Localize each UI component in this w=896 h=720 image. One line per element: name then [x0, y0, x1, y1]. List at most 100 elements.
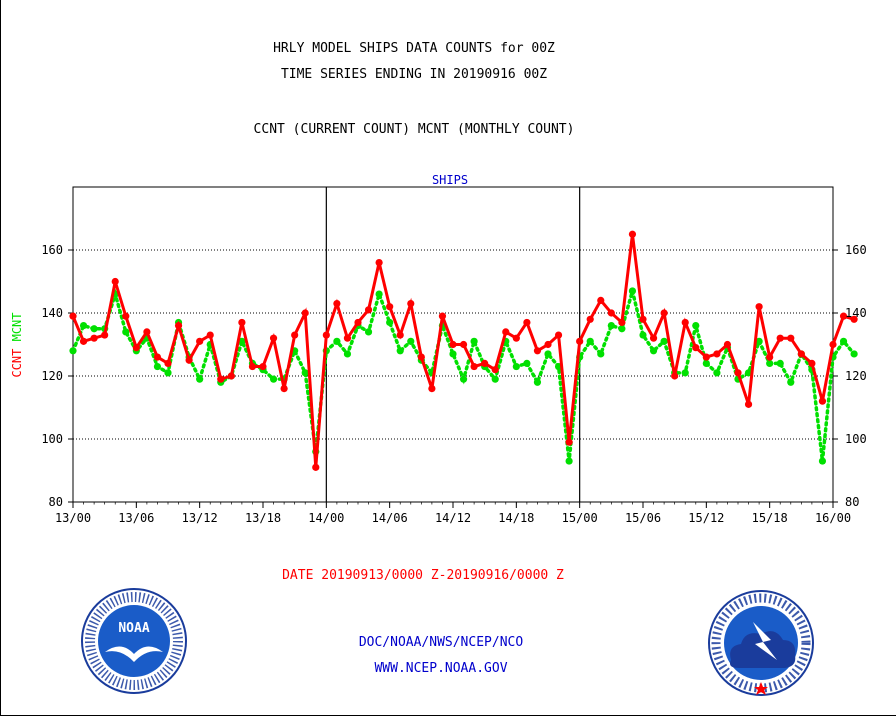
x-tick-label: 15/12	[688, 511, 724, 525]
data-point-ccnt	[597, 296, 605, 304]
x-tick-label: 13/18	[245, 511, 281, 525]
data-point-mcnt	[787, 378, 795, 386]
data-point-ccnt	[533, 347, 542, 355]
data-point-ccnt	[649, 334, 658, 342]
data-point-mcnt	[301, 369, 309, 377]
x-tick-label: 15/18	[752, 511, 788, 525]
series-layer	[69, 230, 858, 471]
x-tick-label: 15/00	[562, 511, 598, 525]
data-point-ccnt	[586, 315, 594, 323]
data-point-ccnt	[343, 334, 352, 342]
header-title: HRLY MODEL SHIPS DATA COUNTS for 00Z	[273, 41, 555, 56]
nws-lightning-icon	[753, 622, 777, 660]
data-point-mcnt	[375, 290, 383, 298]
x-tick-label: 14/18	[498, 511, 534, 525]
data-point-ccnt	[322, 331, 330, 339]
y-tick-label-right: 120	[845, 369, 867, 383]
data-point-ccnt	[713, 350, 721, 358]
data-point-ccnt	[787, 334, 795, 342]
noaa-gull-icon	[105, 646, 163, 662]
data-point-ccnt	[481, 359, 489, 367]
data-point-ccnt	[449, 340, 457, 349]
data-point-ccnt	[69, 312, 77, 320]
data-point-mcnt	[90, 325, 98, 333]
data-point-mcnt	[649, 347, 658, 355]
data-point-ccnt	[312, 463, 320, 471]
data-point-ccnt	[502, 328, 510, 336]
data-point-mcnt	[407, 337, 415, 345]
data-point-ccnt	[565, 438, 573, 446]
data-point-ccnt	[702, 353, 710, 361]
data-point-mcnt	[776, 359, 784, 367]
data-point-mcnt	[586, 337, 594, 345]
noaa-logo-text: NOAA	[118, 621, 149, 636]
y-tick-label-right: 80	[845, 495, 859, 509]
data-point-mcnt	[343, 350, 352, 358]
data-point-ccnt	[259, 362, 267, 371]
data-point-mcnt	[122, 328, 130, 336]
data-point-ccnt	[90, 334, 98, 342]
data-point-ccnt	[639, 315, 647, 323]
data-point-mcnt	[660, 337, 668, 345]
data-point-mcnt	[470, 337, 478, 345]
data-point-mcnt	[766, 359, 774, 367]
data-point-ccnt	[818, 397, 827, 405]
data-point-ccnt	[280, 385, 288, 393]
x-tick-label: 15/06	[625, 511, 661, 525]
data-point-mcnt	[196, 375, 204, 383]
x-tick-label: 16/00	[815, 511, 851, 525]
data-point-mcnt	[681, 369, 689, 377]
data-point-ccnt	[196, 337, 204, 345]
data-point-mcnt	[618, 325, 626, 333]
data-point-ccnt	[459, 340, 468, 349]
data-point-ccnt	[185, 356, 193, 364]
data-point-mcnt	[533, 378, 542, 386]
data-point-mcnt	[839, 337, 848, 345]
data-point-ccnt	[829, 340, 837, 349]
header-subtitle: TIME SERIES ENDING IN 20190916 00Z	[281, 67, 547, 82]
data-point-mcnt	[702, 359, 710, 367]
data-point-mcnt	[628, 287, 637, 295]
y-tick-label-right: 160	[845, 243, 867, 257]
x-tick-label: 13/06	[118, 511, 154, 525]
data-point-ccnt	[766, 353, 774, 361]
x-tick-label: 13/00	[55, 511, 91, 525]
x-tick-label: 14/06	[372, 511, 408, 525]
data-point-ccnt	[839, 312, 848, 320]
data-point-mcnt	[491, 375, 499, 383]
data-point-mcnt	[69, 347, 77, 355]
data-point-ccnt	[618, 318, 626, 327]
data-point-mcnt	[713, 369, 721, 377]
data-point-mcnt	[396, 347, 404, 355]
data-point-mcnt	[597, 350, 605, 358]
data-point-ccnt	[808, 359, 816, 367]
data-point-ccnt	[470, 362, 478, 371]
x-tick-label: 14/00	[308, 511, 344, 525]
data-point-ccnt	[122, 312, 130, 320]
data-point-ccnt	[407, 299, 415, 308]
data-point-ccnt	[692, 344, 700, 352]
y-tick-label-left: 80	[49, 495, 63, 509]
data-point-mcnt	[333, 337, 341, 345]
footer-url[interactable]: WWW.NCEP.NOAA.GOV	[374, 661, 507, 676]
data-point-ccnt	[143, 328, 151, 336]
data-point-ccnt	[153, 353, 162, 361]
data-point-mcnt	[523, 359, 531, 367]
data-point-mcnt	[153, 362, 162, 371]
data-point-mcnt	[164, 369, 172, 377]
tick-label-layer: 80 80 100 100 120 120 140 140 160 160 13/00 13/06 13…	[41, 243, 866, 525]
data-point-ccnt	[396, 331, 404, 339]
data-point-ccnt	[681, 318, 689, 327]
nws-star-icon	[754, 682, 768, 695]
footer-org: DOC/NOAA/NWS/NCEP/NCO	[359, 635, 524, 650]
data-point-ccnt	[628, 230, 637, 238]
data-point-ccnt	[776, 334, 784, 342]
data-point-ccnt	[375, 259, 383, 267]
data-point-ccnt	[554, 331, 563, 339]
data-point-ccnt	[79, 337, 88, 345]
data-point-mcnt	[269, 375, 278, 383]
noaa-logo: NOAA	[81, 588, 187, 694]
data-point-ccnt	[269, 334, 278, 342]
data-point-ccnt	[491, 366, 499, 374]
